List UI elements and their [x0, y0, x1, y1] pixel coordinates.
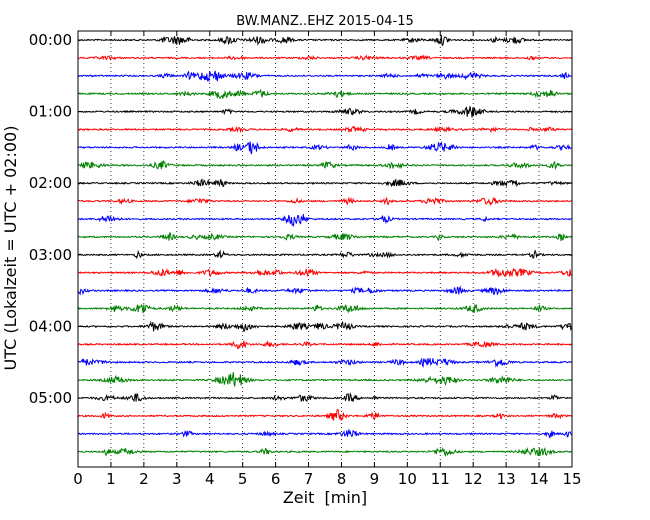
seismogram-trace [77, 178, 572, 188]
seismogram-trace [77, 303, 572, 314]
seismogram-traces [77, 34, 572, 457]
seismogram-trace [77, 106, 572, 118]
x-axis-ticks: 0 1 2 3 4 5 6 7 8 9 10 11 12 13 14 15 [73, 31, 582, 488]
y-tick-label: 01:00 [29, 103, 72, 121]
seismogram-trace [77, 408, 572, 421]
seismogram-trace [77, 88, 572, 100]
seismogram-trace [77, 160, 572, 170]
y-tick-label: 03:00 [29, 246, 72, 264]
x-tick-label: 8 [337, 470, 347, 488]
x-tick-label: 10 [398, 470, 417, 488]
seismogram-trace [77, 446, 572, 457]
x-tick-label: 11 [431, 470, 450, 488]
seismogram-trace [77, 232, 572, 242]
y-axis-label: UTC (Lokalzeit = UTC + 02:00) [1, 126, 20, 371]
seismogram-trace [77, 267, 572, 278]
x-tick-label: 2 [139, 470, 149, 488]
seismogram-trace [77, 54, 572, 62]
x-tick-label: 9 [370, 470, 380, 488]
seismogram-trace [77, 70, 572, 83]
y-tick-label: 00:00 [29, 31, 72, 49]
seismogram-trace [77, 125, 572, 134]
seismogram-trace [77, 429, 572, 439]
y-axis-ticks: 00:00 01:00 02:00 03:00 04:00 05:00 [29, 31, 572, 407]
x-tick-label: 1 [106, 470, 116, 488]
seismogram-trace [77, 285, 572, 296]
seismogram-trace [77, 196, 572, 206]
seismogram-trace [77, 140, 572, 155]
x-tick-label: 0 [73, 470, 83, 488]
x-tick-label: 12 [464, 470, 483, 488]
x-tick-label: 14 [530, 470, 549, 488]
seismogram-trace [77, 392, 572, 403]
x-tick-label: 6 [271, 470, 281, 488]
plot-frame [77, 30, 573, 468]
x-tick-label: 15 [562, 470, 581, 488]
seismogram-trace [77, 249, 572, 260]
seismogram-trace [77, 340, 572, 350]
seismogram-trace [77, 320, 572, 332]
seismogram-trace [77, 214, 572, 228]
x-tick-label: 4 [205, 470, 215, 488]
vertical-grid [110, 31, 540, 467]
seismogram-trace [77, 34, 572, 47]
seismogram-trace [77, 372, 572, 387]
x-tick-label: 7 [304, 470, 314, 488]
x-tick-label: 3 [172, 470, 182, 488]
y-tick-label: 05:00 [29, 389, 72, 407]
seismogram-trace [77, 357, 572, 368]
x-tick-label: 13 [497, 470, 516, 488]
x-axis-label: Zeit [min] [283, 488, 367, 507]
y-tick-label: 04:00 [29, 317, 72, 335]
x-tick-label: 5 [238, 470, 248, 488]
y-tick-label: 02:00 [29, 174, 72, 192]
chart-title: BW.MANZ..EHZ 2015-04-15 [236, 14, 414, 29]
